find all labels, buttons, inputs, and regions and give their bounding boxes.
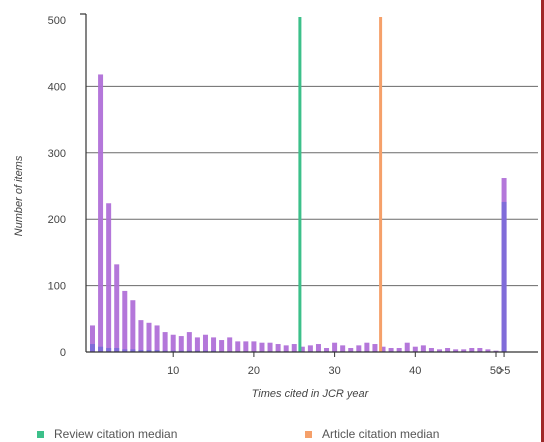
bar-articles-20 xyxy=(251,341,257,352)
bar-reviews-13 xyxy=(194,350,200,352)
x-tick->5: >5 xyxy=(498,365,511,377)
bar-articles-11 xyxy=(178,336,184,352)
bar-articles-48 xyxy=(477,348,483,352)
x-tick-40: 40 xyxy=(409,365,421,377)
axes xyxy=(80,13,538,353)
y-axis-title: Number of items xyxy=(13,155,25,236)
bar-articles-49 xyxy=(485,349,491,352)
bar-articles-22 xyxy=(267,342,273,352)
bar-articles-15 xyxy=(211,337,217,352)
y-tick-500: 500 xyxy=(48,15,66,27)
bar-reviews-14 xyxy=(202,350,208,352)
legend: Review citation median Article citation … xyxy=(37,427,439,441)
y-tick-0: 0 xyxy=(60,347,66,359)
bar-reviews-2 xyxy=(106,348,112,352)
bar-articles-25 xyxy=(291,344,297,352)
bar-articles-6 xyxy=(138,320,144,352)
y-tick-300: 300 xyxy=(48,148,66,160)
bar-articles-23 xyxy=(275,344,281,352)
bar-articles-38 xyxy=(396,348,402,352)
bar-articles-9 xyxy=(162,332,168,352)
bar-reviews-1 xyxy=(98,346,104,352)
bar-articles-3 xyxy=(114,264,120,352)
bar-articles-12 xyxy=(186,332,192,352)
bar-reviews-6 xyxy=(138,350,144,352)
bar-articles-19 xyxy=(243,341,249,352)
bar-articles-42 xyxy=(428,348,434,352)
bar-articles-44 xyxy=(445,348,451,352)
bar-articles-37 xyxy=(388,348,394,352)
bar-articles-40 xyxy=(412,346,418,352)
bar-articles-2 xyxy=(106,203,112,352)
bar-articles-46 xyxy=(461,349,467,352)
bar-articles-27 xyxy=(307,345,313,352)
bar-articles-18 xyxy=(235,341,241,352)
bar-reviews-10 xyxy=(170,350,176,352)
bar-articles-29 xyxy=(324,348,330,352)
bar-articles-10 xyxy=(170,334,176,352)
bar-reviews-15 xyxy=(211,350,217,352)
bar-reviews-5 xyxy=(130,349,136,352)
bar-articles-35 xyxy=(372,344,378,352)
y-tick-100: 100 xyxy=(48,281,66,293)
bar-reviews-51 xyxy=(501,201,507,352)
window-edge xyxy=(541,0,544,442)
bar-articles-32 xyxy=(348,348,354,352)
bar-reviews-8 xyxy=(154,350,160,352)
legend-review-swatch xyxy=(37,431,44,438)
bar-articles-33 xyxy=(356,345,362,352)
bar-reviews-11 xyxy=(178,350,184,352)
bar-articles-30 xyxy=(332,342,338,352)
x-tick-labels: 10 20 30 40 50>5 xyxy=(167,352,510,377)
y-tick-400: 400 xyxy=(48,81,66,93)
legend-article-swatch xyxy=(305,431,312,438)
bar-articles-28 xyxy=(315,344,321,352)
bar-articles-14 xyxy=(202,334,208,352)
bar-articles-47 xyxy=(469,348,475,352)
bar-articles-7 xyxy=(146,322,152,352)
x-tick-20: 20 xyxy=(248,365,260,377)
x-tick-10: 10 xyxy=(167,365,179,377)
bar-articles-43 xyxy=(437,349,443,352)
x-tick-50: 50 xyxy=(490,365,502,377)
grid-lines xyxy=(86,85,538,287)
bar-reviews-12 xyxy=(186,350,192,352)
bar-articles-45 xyxy=(453,349,459,352)
y-tick-labels: 0 100 200 300 400 500 xyxy=(48,15,66,359)
bar-articles-36 xyxy=(380,346,386,352)
bar-reviews-4 xyxy=(122,349,128,352)
bar-articles-17 xyxy=(227,337,233,352)
bar-articles-24 xyxy=(283,345,289,352)
bar-articles-21 xyxy=(259,342,265,352)
bar-articles-34 xyxy=(364,342,370,352)
bar-reviews-3 xyxy=(114,348,120,352)
bar-articles-1 xyxy=(98,74,104,352)
bar-articles-8 xyxy=(154,325,160,352)
bar-reviews-7 xyxy=(146,350,152,352)
bar-articles-41 xyxy=(420,345,426,352)
bar-reviews-0 xyxy=(90,344,95,352)
bar-articles-4 xyxy=(122,290,128,352)
legend-review-label: Review citation median xyxy=(54,427,177,441)
y-tick-200: 200 xyxy=(48,214,66,226)
bar-reviews-9 xyxy=(162,350,168,352)
bar-series xyxy=(90,74,507,352)
x-tick-30: 30 xyxy=(328,365,340,377)
median-lines xyxy=(298,17,383,352)
bar-articles-0 xyxy=(90,325,95,352)
bar-articles-16 xyxy=(219,340,225,352)
bar-articles-5 xyxy=(130,300,136,352)
bar-articles-31 xyxy=(340,345,346,352)
legend-article-label: Article citation median xyxy=(322,427,439,441)
bar-articles-26 xyxy=(299,346,305,352)
bar-articles-13 xyxy=(194,337,200,352)
bar-articles-39 xyxy=(404,342,410,352)
x-axis-title: Times cited in JCR year xyxy=(252,388,370,400)
